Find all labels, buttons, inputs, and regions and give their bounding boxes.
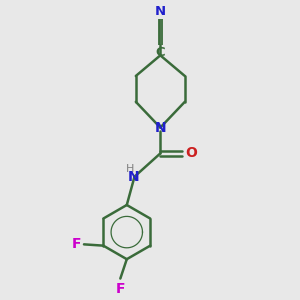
Text: F: F xyxy=(71,237,81,251)
Text: N: N xyxy=(154,121,166,135)
Text: C: C xyxy=(155,46,165,59)
Text: F: F xyxy=(116,282,125,296)
Text: N: N xyxy=(128,170,139,184)
Text: H: H xyxy=(126,164,134,174)
Text: N: N xyxy=(155,5,166,18)
Text: O: O xyxy=(186,146,197,161)
